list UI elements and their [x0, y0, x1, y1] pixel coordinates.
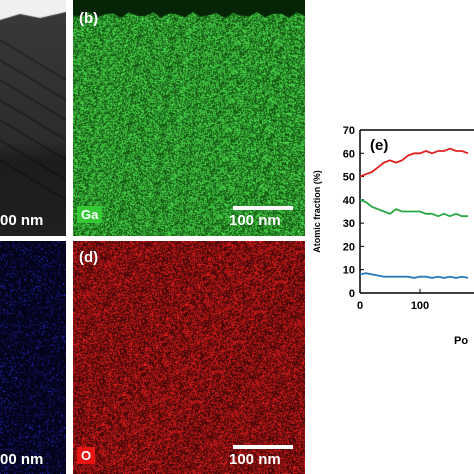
blue-map-panel: 00 nm	[0, 241, 66, 474]
scale-bar	[233, 445, 293, 449]
element-badge: Ga	[77, 206, 103, 223]
panel-label: (d)	[79, 249, 99, 266]
panel-label: (e)	[370, 137, 388, 154]
ga-eds-map	[73, 0, 305, 236]
y-tick-label: 30	[343, 218, 355, 230]
y-tick-label: 20	[343, 241, 355, 253]
o-map-panel: (d) O 100 nm	[73, 241, 305, 474]
atomic-fraction-chart: 0 10 20 30 40 50 60 70 0 100 (e) Atomic fraction …	[308, 110, 474, 360]
y-tick-label: 50	[343, 172, 355, 184]
y-tick-label: 70	[343, 125, 355, 137]
o-eds-map	[73, 241, 305, 474]
y-tick-label: 10	[343, 265, 355, 277]
scale-bar	[233, 206, 293, 210]
chart-axes: 0 10 20 30 40 50 60 70 0 100	[343, 125, 474, 312]
panel-label: (b)	[79, 10, 99, 27]
series-line-2	[359, 272, 469, 279]
chart-svg: 0 10 20 30 40 50 60 70 0 100 (e) Atomic fraction …	[312, 125, 474, 347]
x-tick-label: 100	[411, 300, 429, 312]
scale-bar-label: 00 nm	[0, 451, 44, 468]
y-tick-label: 0	[349, 288, 355, 300]
scale-bar-label: 100 nm	[229, 451, 281, 468]
scale-bar-label: 00 nm	[0, 212, 44, 229]
stem-image-panel: 00 nm	[0, 0, 66, 236]
eds-map	[0, 241, 66, 474]
x-tick-label: 0	[357, 300, 363, 312]
stem-image	[0, 0, 66, 236]
element-badge: O	[77, 447, 96, 464]
y-tick-label: 60	[343, 148, 355, 160]
y-axis-label: Atomic fraction (%)	[312, 170, 322, 253]
scale-bar-label: 100 nm	[229, 212, 281, 229]
y-tick-label: 40	[343, 195, 355, 207]
chart-series	[359, 147, 469, 279]
series-line-0	[359, 147, 469, 178]
ga-map-panel: (b) Ga 100 nm	[73, 0, 305, 236]
series-line-1	[359, 199, 468, 218]
x-axis-label: Po	[454, 335, 468, 347]
